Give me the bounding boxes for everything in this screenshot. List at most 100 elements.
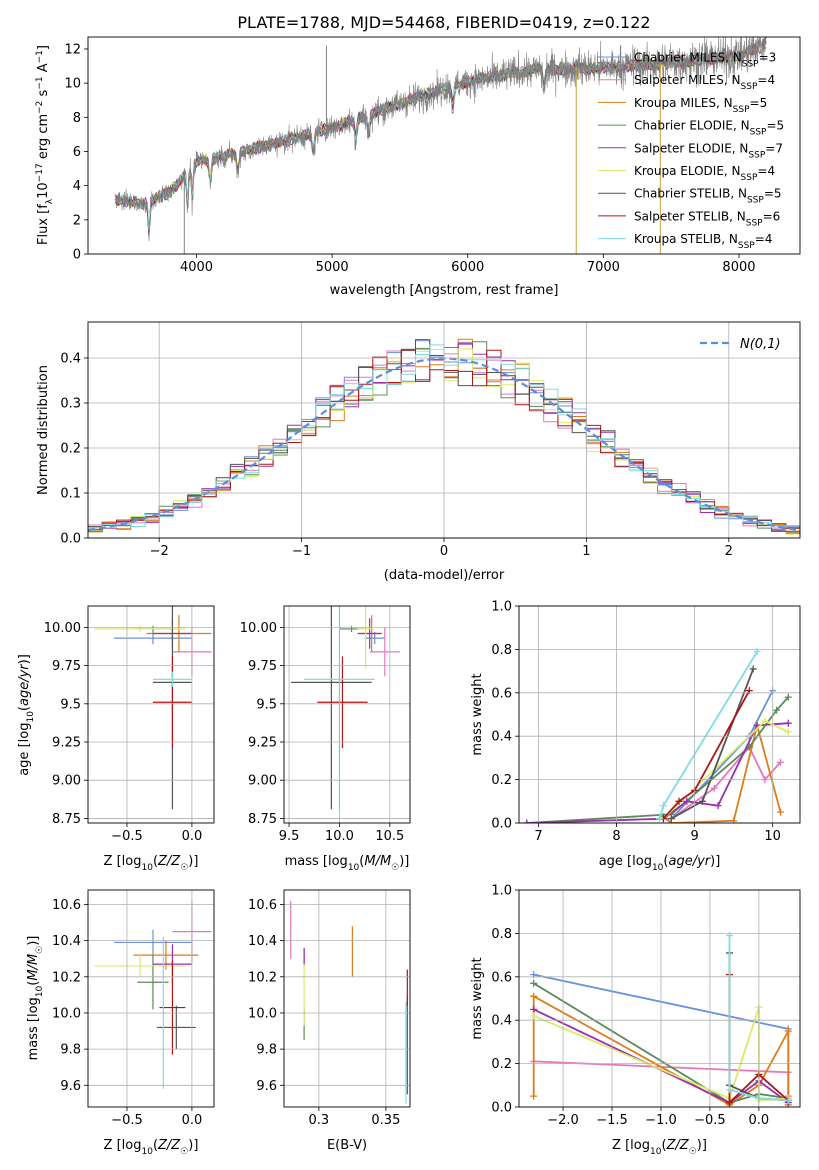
y-axis-label: mass weight: [470, 957, 485, 1039]
x-tick-label: −0.5: [111, 1113, 143, 1128]
weight-marker-KroupaSTELIB: [784, 1096, 792, 1104]
y-tick-label: 12: [64, 42, 81, 57]
axes-frame: [518, 605, 801, 824]
x-axis-label: wavelength [Angstrom, rest frame]: [330, 283, 559, 298]
y-tick-label: 9.5: [60, 697, 81, 712]
x-axis-label: Z [log10(Z/Z☉)]: [104, 854, 199, 873]
weight-marker-SalpeterELODIE: [683, 797, 691, 805]
x-axis-label: Z [log10(Z/Z☉)]: [612, 1138, 707, 1157]
y-tick-label: 1.0: [491, 884, 512, 899]
plot-area: [291, 606, 400, 811]
y-tick-label: 9.6: [60, 1079, 81, 1094]
model-line-SalpeterSTELIB: [114, 37, 767, 235]
weight-marker-ChabrierSTELIB: [749, 665, 757, 673]
weight-marker-SalpeterELODIE: [530, 1005, 538, 1013]
x-tick-label: 9: [690, 829, 698, 844]
x-tick-label: −1.5: [596, 1113, 628, 1128]
weight-line-ChabrierELODIE: [533, 982, 789, 1104]
weight-marker-SalpeterMILES: [776, 758, 784, 766]
y-tick-label: 9.8: [256, 1043, 277, 1058]
y-tick-label: 4: [73, 179, 81, 194]
y-tick-label: 10.0: [52, 1006, 81, 1021]
x-tick-label: 4000: [180, 260, 213, 275]
y-tick-label: 0.2: [60, 442, 81, 457]
y-tick-label: 0.0: [60, 532, 81, 547]
x-tick-label: 10: [764, 829, 781, 844]
x-tick-label: 10.5: [375, 829, 404, 844]
x-tick-label: 8: [612, 829, 620, 844]
y-tick-label: 0.6: [491, 686, 512, 701]
y-tick-label: 10.00: [240, 621, 277, 636]
plot-area: [114, 37, 767, 254]
x-tick-label: 10.0: [325, 829, 354, 844]
legend: N(0,1): [700, 337, 781, 352]
y-tick-label: 0.2: [491, 773, 512, 788]
panel-age_vs_mass: 9.5 10.0 10.5 8.75 9.00 9.25 9.5 9.75 10.00 mass …: [240, 605, 411, 873]
axes-frame: [283, 605, 411, 824]
y-tick-label: 10: [64, 77, 81, 92]
model-line-KroupaSTELIB: [114, 41, 767, 230]
y-tick-label: 9.5: [256, 697, 277, 712]
x-tick-label: 8000: [722, 260, 755, 275]
y-axis-label: age [log10(age/yr)]: [17, 654, 36, 776]
x-axis-label: E(B-V): [327, 1138, 367, 1153]
weight-marker-ChabrierELODIE: [773, 706, 781, 714]
x-tick-label: −1.0: [645, 1113, 677, 1128]
plot-area: [94, 606, 212, 810]
axes-frame: [87, 36, 801, 255]
legend-label-ChabrierSTELIB: Chabrier STELIB, NSSP=5: [634, 187, 782, 206]
weight-marker-SalpeterSTELIB: [726, 1099, 734, 1107]
y-tick-label: 0.8: [491, 927, 512, 942]
legend-label-SalpeterSTELIB: Salpeter STELIB, NSSP=6: [634, 209, 780, 228]
y-tick-label: 6: [73, 145, 81, 160]
legend-label-SalpeterELODIE: Salpeter ELODIE, NSSP=7: [634, 141, 783, 160]
x-tick-label: 2: [725, 544, 733, 559]
axes-frame: [518, 889, 801, 1108]
weight-marker-KroupaMILES: [530, 1092, 538, 1100]
data-line: [114, 37, 767, 242]
weight-marker-SalpeterELODIE: [714, 802, 722, 810]
x-axis-label: Z [log10(Z/Z☉)]: [104, 1138, 199, 1157]
weight-marker-ChabrierELODIE: [530, 979, 538, 987]
y-axis-label: mass [log10(M/M☉)]: [26, 936, 45, 1061]
model-line-KroupaELODIE: [114, 39, 767, 231]
model-line-SalpeterELODIE: [114, 41, 767, 233]
y-tick-label: 9.75: [52, 659, 81, 674]
weight-marker-SalpeterSTELIB: [675, 797, 683, 805]
y-tick-label: 0.3: [60, 397, 81, 412]
weight-marker-KroupaMILES: [530, 992, 538, 1000]
y-tick-label: 0.4: [60, 352, 81, 367]
y-tick-label: 9.00: [248, 774, 277, 789]
x-tick-label: 0.0: [182, 829, 203, 844]
weight-marker-KroupaMILES: [776, 808, 784, 816]
x-tick-label: 0.0: [749, 1113, 770, 1128]
y-axis-label: mass weight: [470, 673, 485, 755]
axes-frame: [87, 321, 801, 539]
y-tick-label: 0.2: [491, 1057, 512, 1072]
weight-marker-ChabrierSTELIB: [698, 797, 706, 805]
panel-residuals: −2 −1 0 1 2 0.0 0.1 0.2 0.3 0.4 Normed distributio…: [36, 321, 801, 583]
x-tick-label: 0: [440, 544, 448, 559]
plot-area: [290, 900, 408, 1104]
weight-line-SalpeterSTELIB: [662, 690, 751, 820]
weight-marker-ChabrierSTELIB: [667, 815, 675, 823]
y-tick-label: 10.4: [248, 934, 277, 949]
y-tick-label: 9.8: [60, 1043, 81, 1058]
y-tick-label: 0: [73, 248, 81, 263]
weight-marker-KroupaMILES: [784, 1027, 792, 1035]
y-tick-label: 0.8: [491, 643, 512, 658]
weight-marker-KroupaELODIE: [784, 728, 792, 736]
legend-label-KroupaELODIE: Kroupa ELODIE, NSSP=4: [634, 164, 775, 183]
x-axis-label: (data-model)/error: [384, 568, 505, 583]
legend: Chabrier MILES, NSSP=3 Salpeter MILES, NS…: [598, 51, 784, 251]
y-tick-label: 9.75: [248, 659, 277, 674]
weight-marker-KroupaELODIE: [761, 717, 769, 725]
x-tick-label: 7: [534, 829, 542, 844]
y-tick-label: 0.4: [491, 730, 512, 745]
x-tick-label: 9.5: [279, 829, 300, 844]
x-tick-label: −2: [150, 544, 169, 559]
weight-marker-SalpeterELODIE: [784, 719, 792, 727]
y-tick-label: 9.25: [248, 736, 277, 751]
legend-label-ChabrierELODIE: Chabrier ELODIE, NSSP=5: [634, 119, 784, 138]
y-tick-label: 10.6: [248, 898, 277, 913]
